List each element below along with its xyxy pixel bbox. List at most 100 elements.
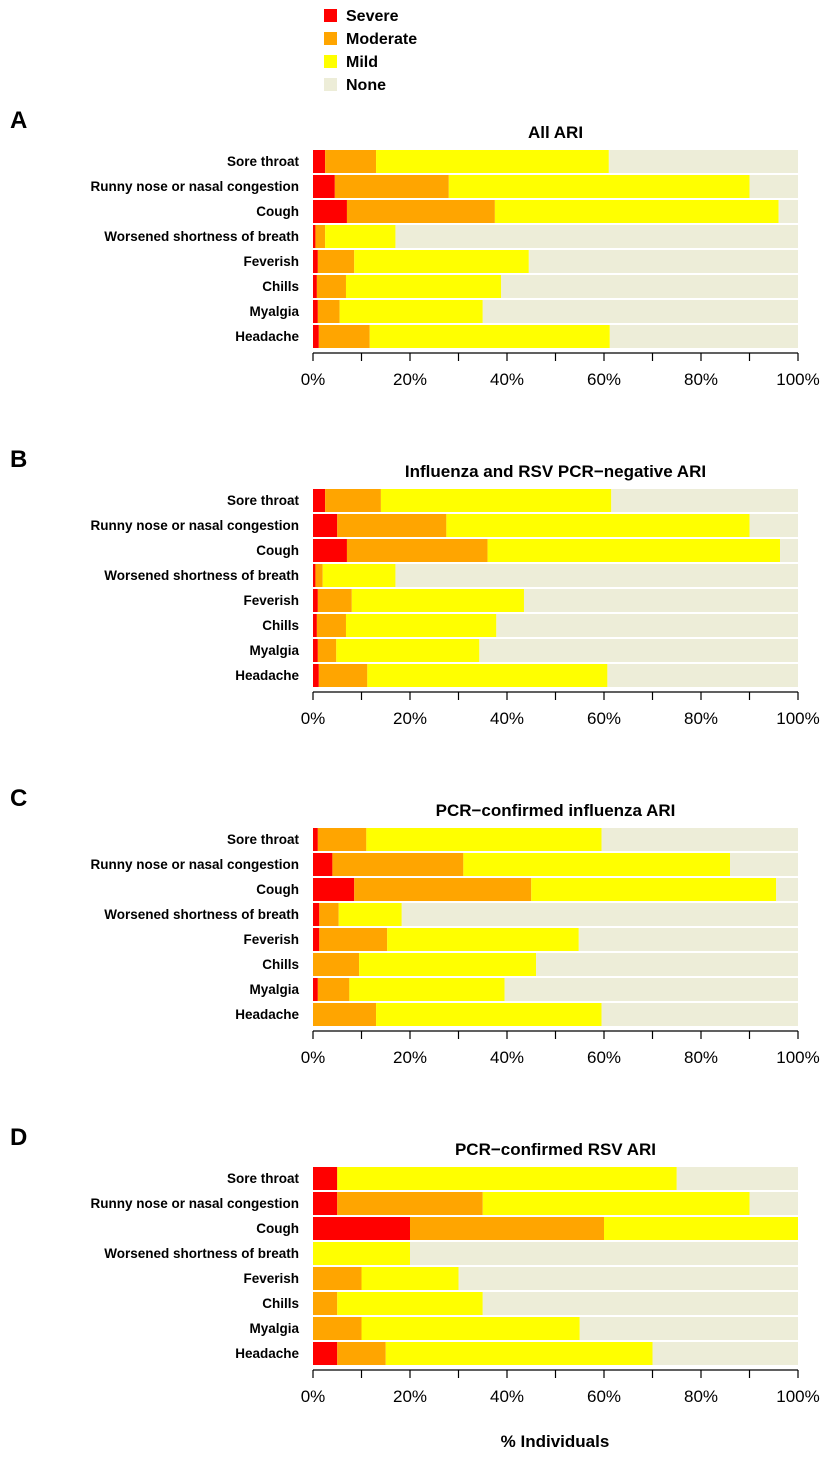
bar-segment-severe-sore-throat — [313, 828, 318, 851]
x-tick-label: 0% — [301, 1387, 326, 1406]
legend: Severe Moderate Mild None — [324, 8, 417, 94]
bar-segment-moderate-cough — [346, 200, 495, 223]
bar-segment-severe-worsened-shortness-of-breath — [313, 225, 316, 248]
category-label: Headache — [235, 1007, 299, 1022]
panel-title: PCR−confirmed RSV ARI — [455, 1140, 656, 1159]
category-label: Myalgia — [249, 1321, 299, 1336]
bar-segment-mild-cough — [531, 878, 777, 901]
x-tick-label: 0% — [301, 370, 326, 389]
bar-segment-mild-sore-throat — [366, 828, 602, 851]
bar-segment-mild-chills — [345, 614, 497, 637]
bar-segment-moderate-feverish — [319, 928, 388, 951]
bar-segment-none-feverish — [578, 928, 798, 951]
x-tick-label: 60% — [587, 1387, 621, 1406]
bar-segment-severe-myalgia — [313, 300, 318, 323]
bar-segment-mild-myalgia — [361, 1317, 580, 1340]
category-label: Myalgia — [249, 304, 299, 319]
bar-segment-mild-chills — [337, 1292, 483, 1315]
x-tick-label: 80% — [684, 370, 718, 389]
bar-segment-none-feverish — [528, 250, 798, 273]
bar-segment-severe-chills — [313, 614, 317, 637]
bar-segment-mild-runny-nose-or-nasal-congestion — [448, 175, 750, 198]
category-label: Sore throat — [227, 1171, 300, 1186]
bar-segment-none-myalgia — [504, 978, 798, 1001]
panel-a: A All ARI Sore throat Runny nose or nasal c… — [10, 107, 820, 389]
category-label: Sore throat — [227, 832, 300, 847]
bar-segment-moderate-chills — [313, 953, 360, 976]
x-tick-label: 0% — [301, 709, 326, 728]
x-tick-label: 80% — [684, 709, 718, 728]
bar-segment-severe-cough — [313, 200, 347, 223]
bar-segment-severe-worsened-shortness-of-breath — [313, 564, 316, 587]
panel-label: A — [10, 107, 27, 134]
bar-segment-mild-sore-throat — [337, 1167, 677, 1190]
bar-segment-none-worsened-shortness-of-breath — [395, 564, 798, 587]
legend-swatch-none — [324, 78, 337, 91]
bar-segment-none-headache — [609, 325, 798, 348]
bar-segment-moderate-cough — [354, 878, 532, 901]
bar-segment-severe-sore-throat — [313, 1167, 338, 1190]
x-tick-label: 40% — [490, 370, 524, 389]
panel-title: PCR−confirmed influenza ARI — [436, 801, 676, 820]
x-tick-label: 20% — [393, 1048, 427, 1067]
bar-segment-none-headache — [652, 1342, 798, 1365]
bar-segment-moderate-headache — [318, 325, 370, 348]
category-label: Runny nose or nasal congestion — [90, 1196, 299, 1211]
bar-segment-none-headache — [607, 664, 798, 687]
bar-segment-none-chills — [536, 953, 798, 976]
bar-segment-severe-sore-throat — [313, 489, 326, 512]
bar-segment-severe-runny-nose-or-nasal-congestion — [313, 175, 335, 198]
x-tick-label: 60% — [587, 1048, 621, 1067]
category-label: Cough — [256, 204, 299, 219]
bar-segment-mild-cough — [487, 539, 781, 562]
bar-segment-mild-myalgia — [339, 300, 483, 323]
bar-segment-moderate-feverish — [317, 589, 352, 612]
panel-d: D PCR−confirmed RSV ARI Sore throat Runny n… — [10, 1124, 820, 1406]
category-label: Myalgia — [249, 982, 299, 997]
bar-segment-mild-worsened-shortness-of-breath — [325, 225, 396, 248]
category-label: Sore throat — [227, 493, 300, 508]
legend-label-severe: Severe — [346, 8, 399, 25]
bar-segment-mild-headache — [367, 664, 608, 687]
bar-segment-mild-runny-nose-or-nasal-congestion — [482, 1192, 750, 1215]
bar-segment-moderate-chills — [316, 614, 346, 637]
panel-c: C PCR−confirmed influenza ARI Sore throat R… — [10, 785, 820, 1067]
bar-segment-moderate-feverish — [313, 1267, 362, 1290]
bar-segment-moderate-sore-throat — [325, 150, 377, 173]
bar-segment-moderate-cough — [346, 539, 488, 562]
bar-segment-moderate-chills — [316, 275, 346, 298]
category-label: Feverish — [243, 254, 299, 269]
category-label: Feverish — [243, 1271, 299, 1286]
x-axis-label: % Individuals — [501, 1432, 610, 1451]
bar-segment-moderate-cough — [410, 1217, 604, 1240]
category-label: Myalgia — [249, 643, 299, 658]
legend-label-mild: Mild — [346, 54, 378, 71]
bar-segment-moderate-runny-nose-or-nasal-congestion — [337, 1192, 483, 1215]
bar-segment-none-chills — [496, 614, 798, 637]
x-tick-label: 80% — [684, 1387, 718, 1406]
bar-segment-mild-sore-throat — [380, 489, 612, 512]
bar-segment-mild-feverish — [361, 1267, 459, 1290]
bar-segment-moderate-runny-nose-or-nasal-congestion — [337, 514, 447, 537]
bar-segment-mild-feverish — [354, 250, 529, 273]
bar-segment-mild-worsened-shortness-of-breath — [338, 903, 402, 926]
panel-label: C — [10, 785, 27, 812]
bar-segment-severe-myalgia — [313, 978, 318, 1001]
panel-label: B — [10, 446, 27, 473]
bar-segment-moderate-sore-throat — [325, 489, 381, 512]
x-tick-label: 20% — [393, 370, 427, 389]
bar-segment-moderate-myalgia — [317, 639, 337, 662]
bar-segment-severe-sore-throat — [313, 150, 326, 173]
bar-segment-none-worsened-shortness-of-breath — [395, 225, 798, 248]
category-label: Chills — [262, 279, 299, 294]
bar-segment-moderate-runny-nose-or-nasal-congestion — [332, 853, 464, 876]
bar-segment-moderate-worsened-shortness-of-breath — [315, 225, 326, 248]
legend-label-none: None — [346, 77, 386, 94]
bar-segment-severe-cough — [313, 1217, 410, 1240]
bar-segment-moderate-runny-nose-or-nasal-congestion — [334, 175, 449, 198]
bar-segment-moderate-worsened-shortness-of-breath — [315, 564, 323, 587]
bar-segment-severe-feverish — [313, 589, 318, 612]
bar-segment-severe-worsened-shortness-of-breath — [313, 903, 320, 926]
category-label: Feverish — [243, 932, 299, 947]
